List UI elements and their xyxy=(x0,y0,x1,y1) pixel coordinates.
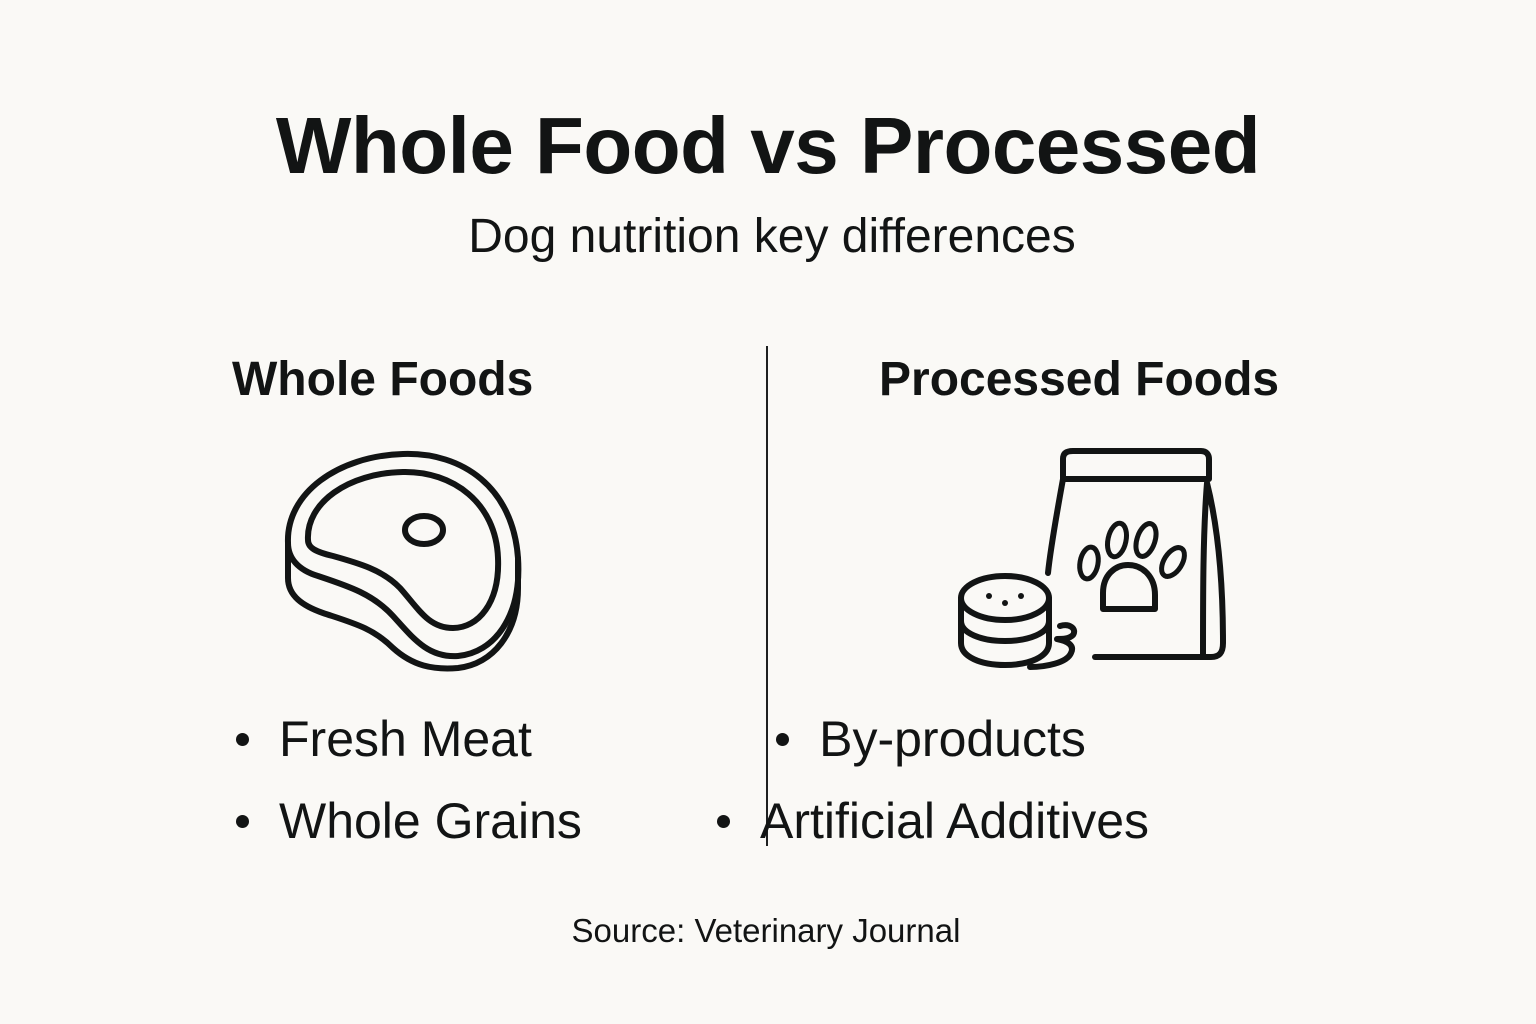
page-subtitle: Dog nutrition key differences xyxy=(468,210,1076,263)
steak-icon xyxy=(278,448,528,674)
list-item: By-products xyxy=(0,698,1536,780)
bullet-icon xyxy=(776,732,790,746)
bullet-icon xyxy=(716,814,730,828)
list-item: Fresh Meat xyxy=(236,698,582,780)
whole-foods-heading: Whole Foods xyxy=(232,353,534,406)
source-citation: Source: Veterinary Journal xyxy=(571,912,961,949)
list-item: Whole Grains xyxy=(236,780,582,862)
list-item: Artificial Additives xyxy=(0,780,1536,862)
pet-food-bag-icon xyxy=(945,443,1230,675)
page-title: Whole Food vs Processed xyxy=(275,101,1261,190)
bullet-icon xyxy=(236,732,249,746)
processed-foods-list: By-products Artificial Additives xyxy=(0,698,1536,862)
processed-foods-heading: Processed Foods xyxy=(879,353,1280,406)
whole-foods-list: Fresh Meat Whole Grains xyxy=(236,698,582,862)
column-divider xyxy=(766,346,768,846)
bullet-icon xyxy=(236,814,249,828)
